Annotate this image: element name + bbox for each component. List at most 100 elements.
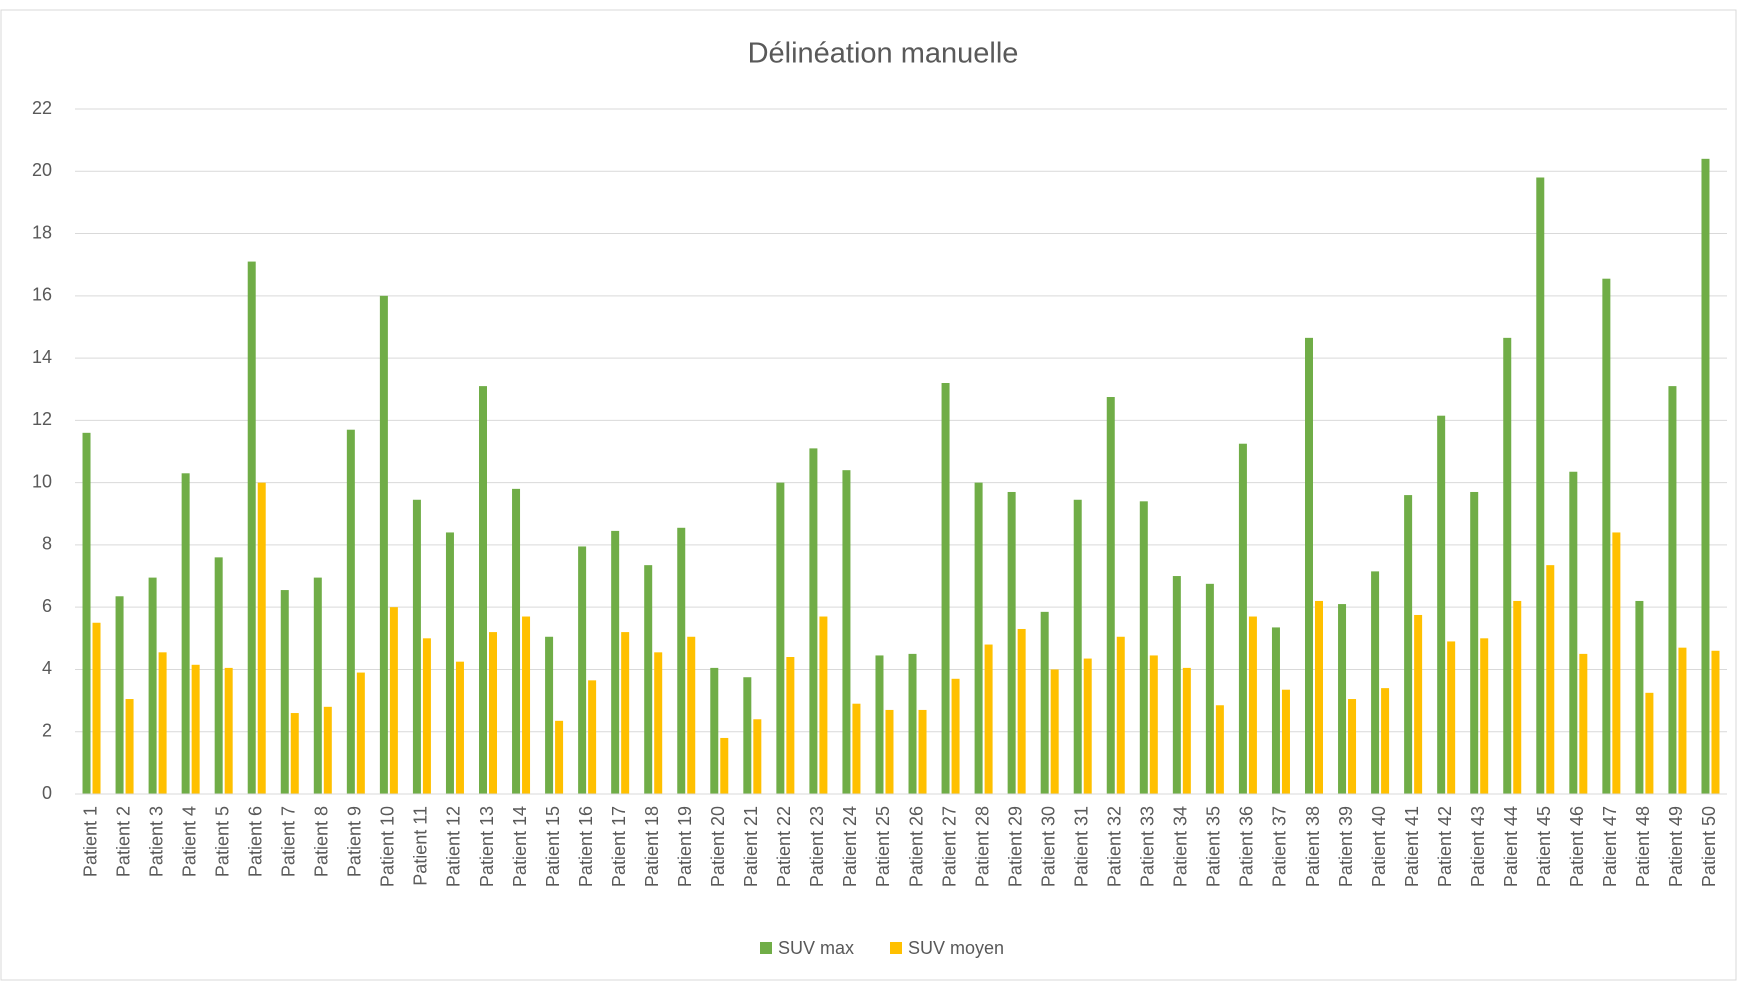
bar [1569,471,1578,794]
y-tick-label: 12 [32,409,52,429]
bar [1139,501,1148,794]
x-tick-label: Patient 25 [873,806,893,887]
x-tick-label: Patient 20 [708,806,728,887]
x-tick-label: Patient 6 [245,806,265,877]
bar [1701,158,1710,794]
x-tick-label: Patient 19 [675,806,695,887]
bar [512,488,521,794]
y-tick-label: 0 [42,783,52,803]
x-tick-label: Patient 11 [411,806,431,886]
x-tick-label: Patient 40 [1369,806,1389,887]
bar [379,295,388,794]
bar [1381,688,1390,794]
x-tick-label: Patient 14 [510,806,530,887]
bar [1480,638,1489,794]
bar [1050,669,1059,794]
x-tick-label: Patient 49 [1666,806,1686,887]
bar [1271,627,1280,794]
x-tick-label: Patient 5 [212,806,232,877]
bar [323,706,332,794]
y-tick-label: 18 [32,222,52,242]
bar [280,590,289,794]
x-tick-label: Patient 8 [312,806,332,877]
x-tick-label: Patient 21 [741,806,761,887]
bar [224,667,233,794]
x-tick-label: Patient 33 [1138,806,1158,887]
bar [1602,278,1611,794]
x-tick-label: Patient 44 [1501,806,1521,887]
x-tick-label: Patient 16 [576,806,596,887]
bar [875,655,884,794]
bar [1612,532,1621,794]
bar [1470,491,1479,794]
bar [290,713,299,794]
bar [1083,658,1092,794]
x-tick-label: Patient 37 [1270,806,1290,887]
x-tick-label: Patient 17 [609,806,629,887]
bar [908,653,917,794]
bar [611,530,620,794]
bar [1073,499,1082,794]
bar [522,616,531,794]
bar [710,667,719,794]
bar [1116,636,1125,794]
legend-swatch [760,942,772,954]
x-tick-label: Patient 45 [1534,806,1554,887]
x-tick-label: Patient 18 [642,806,662,887]
legend-label: SUV max [778,938,854,958]
bar [654,652,663,794]
bar [1215,705,1224,794]
x-tick-label: Patient 42 [1435,806,1455,887]
bar [356,672,365,794]
y-tick-label: 6 [42,596,52,616]
y-tick-label: 22 [32,98,52,118]
x-tick-label: Patient 32 [1105,806,1125,887]
x-tick-label: Patient 22 [774,806,794,887]
bar [974,482,983,794]
bar [1414,614,1423,794]
bar [1281,689,1290,794]
x-tick-label: Patient 23 [807,806,827,887]
bar [1513,600,1522,794]
bar [489,632,497,794]
legend-label: SUV moyen [908,938,1004,958]
bar [1437,415,1446,794]
bar [181,473,190,794]
x-tick-label: Patient 4 [179,806,199,877]
x-tick-label: Patient 48 [1633,806,1653,887]
bar [1678,647,1687,794]
bar [257,482,266,794]
bar [1645,692,1654,794]
bar [578,546,587,794]
bar [346,429,355,794]
bar [1305,337,1313,794]
bar [1404,495,1413,794]
bar [455,661,464,794]
bar [1668,386,1677,794]
x-tick-label: Patient 43 [1468,806,1488,887]
x-tick-label: Patient 28 [972,806,992,887]
y-tick-label: 2 [42,720,52,740]
bar [555,720,564,794]
bar [951,678,960,794]
bar [82,432,91,794]
bar [1172,576,1181,794]
x-tick-label: Patient 26 [906,806,926,887]
bar [148,577,157,794]
x-tick-label: Patient 3 [146,806,166,877]
x-tick-label: Patient 39 [1336,806,1356,887]
x-tick-label: Patient 30 [1038,806,1058,887]
legend-swatch [890,942,902,954]
bar [1017,628,1026,794]
bar [1315,600,1323,794]
bar [941,383,950,794]
bar [1371,571,1380,794]
bar [247,261,256,794]
bar [677,527,686,794]
y-tick-label: 20 [32,160,52,180]
x-tick-label: Patient 36 [1237,806,1257,887]
bar [92,622,101,794]
bar [885,709,894,794]
bar [1040,611,1049,794]
bar [786,657,795,794]
